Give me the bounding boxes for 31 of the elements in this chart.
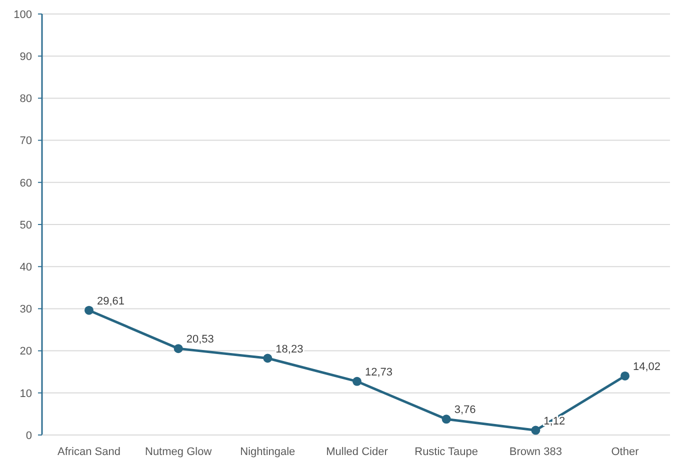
point	[174, 344, 183, 354]
y-tick-label: 90	[20, 50, 32, 63]
y-tick-label: 30	[20, 304, 32, 316]
x-tick-label: Nutmeg Glow	[145, 446, 212, 458]
y-tick-label: 70	[20, 135, 32, 148]
y-tick-label: 10	[20, 388, 32, 400]
y-tick-label: 0	[26, 430, 32, 442]
x-tick-label: Mulled Cider	[326, 446, 388, 458]
y-tick-label: 100	[14, 8, 32, 21]
point	[352, 376, 362, 386]
data-label: 3,76	[454, 404, 476, 416]
point	[442, 414, 451, 424]
y-tick-label: 80	[20, 93, 32, 106]
y-tick-label: 40	[20, 261, 32, 274]
point	[263, 354, 272, 363]
x-tick-label: Rustic Taupe	[414, 446, 478, 458]
point	[620, 371, 630, 380]
y-tick-label: 50	[20, 219, 32, 232]
point	[84, 306, 94, 315]
x-tick-label: African Sand	[58, 446, 120, 458]
data-label: 20,53	[186, 334, 214, 346]
y-tick-label: 60	[20, 177, 32, 190]
x-tick-label: Other	[611, 446, 640, 458]
x-tick-label: Nightingale	[240, 446, 296, 458]
data-label: 14,02	[633, 360, 661, 373]
x-tick-label: Brown 383	[509, 446, 562, 458]
data-label: 29,61	[97, 295, 125, 308]
data-label: 12,73	[365, 366, 393, 378]
data-label: 18,23	[276, 343, 304, 356]
y-tick-label: 20	[20, 346, 32, 358]
point	[531, 426, 540, 435]
